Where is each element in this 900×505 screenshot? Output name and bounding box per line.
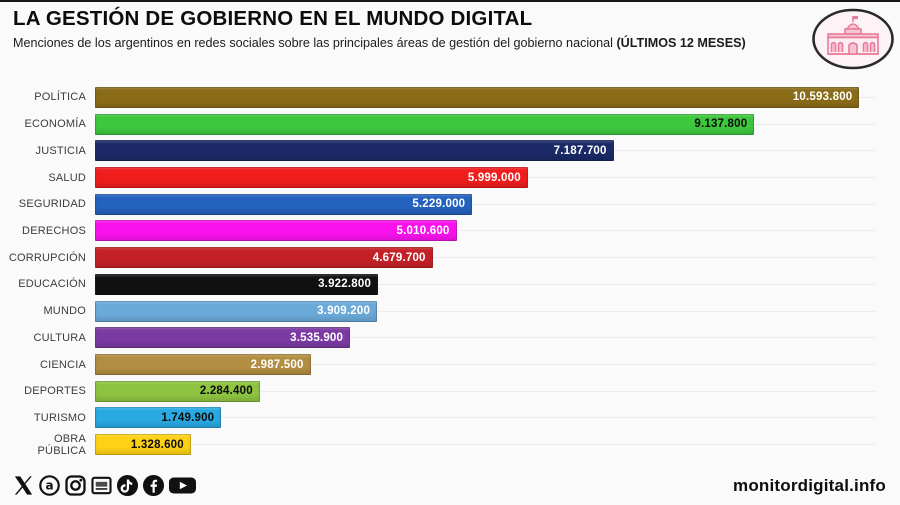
chart-row: CULTURA 3.535.900: [6, 324, 900, 351]
value-label: 3.922.800: [318, 278, 372, 291]
threads-icon[interactable]: a: [38, 474, 61, 497]
chart-row: OBRA PÚBLICA 1.328.600: [6, 431, 900, 458]
value-label: 10.593.800: [792, 91, 853, 104]
bar-econom-a: 9.137.800: [95, 113, 755, 135]
chart-row: POLÍTICA 10.593.800: [6, 84, 900, 111]
bar-chart: POLÍTICA 10.593.800 ECONOMÍA 9.137.800 JUSTI…: [6, 84, 900, 458]
footer: a monitordigital.info: [12, 474, 886, 497]
chart-row: EDUCACIÓN 3.922.800: [6, 271, 900, 298]
chart-row: DEPORTES 2.284.400: [6, 378, 900, 405]
value-label: 1.328.600: [130, 438, 184, 451]
bar-pol-tica: 10.593.800: [95, 86, 860, 108]
x-icon[interactable]: [12, 474, 35, 497]
category-label: MUNDO: [43, 305, 86, 318]
bar-obra-p-blica: 1.328.600: [95, 434, 191, 456]
category-label: CIENCIA: [39, 358, 86, 371]
news-icon[interactable]: [90, 474, 113, 497]
category-label: POLÍTICA: [34, 91, 86, 104]
svg-text:a: a: [45, 479, 53, 493]
facebook-icon[interactable]: [142, 474, 165, 497]
category-label: JUSTICIA: [35, 144, 86, 157]
value-label: 3.909.200: [317, 305, 371, 318]
bar-track: 3.535.900: [95, 327, 875, 349]
bar-track: 3.922.800: [95, 273, 875, 295]
chart-row: SEGURIDAD 5.229.000: [6, 191, 900, 218]
chart-row: DERECHOS 5.010.600: [6, 218, 900, 245]
category-label: OBRA PÚBLICA: [37, 432, 86, 457]
bar-track: 9.137.800: [95, 113, 875, 135]
value-label: 5.999.000: [467, 171, 521, 184]
header: LA GESTIÓN DE GOBIERNO EN EL MUNDO DIGIT…: [13, 7, 790, 50]
value-label: 9.137.800: [694, 118, 748, 131]
bar-track: 1.749.900: [95, 407, 875, 429]
page-title: LA GESTIÓN DE GOBIERNO EN EL MUNDO DIGIT…: [13, 7, 533, 30]
chart-row: MUNDO 3.909.200: [6, 298, 900, 325]
category-label: DERECHOS: [22, 224, 86, 237]
bar-track: 5.999.000: [95, 167, 875, 189]
value-label: 4.679.700: [372, 251, 426, 264]
bar-corrupci-n: 4.679.700: [95, 247, 433, 269]
bar-educaci-n: 3.922.800: [95, 273, 379, 295]
bar-cultura: 3.535.900: [95, 327, 351, 349]
chart-row: SALUD 5.999.000: [6, 164, 900, 191]
bar-ciencia: 2.987.500: [95, 354, 311, 376]
social-icons: a: [12, 474, 197, 497]
website-link[interactable]: monitordigital.info: [733, 475, 886, 495]
category-label: SEGURIDAD: [18, 198, 86, 211]
value-label: 1.749.900: [161, 411, 215, 424]
chart-row: TURISMO 1.749.900: [6, 405, 900, 432]
subtitle-text: Menciones de los argentinos en redes soc…: [13, 35, 617, 50]
chart-row: CIENCIA 2.987.500: [6, 351, 900, 378]
category-label: EDUCACIÓN: [18, 278, 86, 291]
value-label: 2.284.400: [199, 385, 253, 398]
value-label: 3.535.900: [290, 331, 344, 344]
bar-track: 7.187.700: [95, 140, 875, 162]
page-subtitle: Menciones de los argentinos en redes soc…: [13, 36, 790, 50]
category-label: DEPORTES: [24, 385, 86, 398]
bar-track: 5.229.000: [95, 193, 875, 215]
subtitle-period: (ÚLTIMOS 12 MESES): [616, 35, 746, 50]
category-label: CULTURA: [33, 331, 86, 344]
bar-derechos: 5.010.600: [95, 220, 457, 242]
category-label: CORRUPCIÓN: [8, 251, 86, 264]
tiktok-icon[interactable]: [116, 474, 139, 497]
bar-seguridad: 5.229.000: [95, 193, 473, 215]
bar-justicia: 7.187.700: [95, 140, 614, 162]
category-label: ECONOMÍA: [24, 118, 86, 131]
top-border: [0, 0, 900, 2]
casa-rosada-logo: [811, 8, 895, 70]
category-label: TURISMO: [33, 411, 86, 424]
chart-row: ECONOMÍA 9.137.800: [6, 111, 900, 138]
bar-track: 5.010.600: [95, 220, 875, 242]
bar-track: 3.909.200: [95, 300, 875, 322]
chart-row: CORRUPCIÓN 4.679.700: [6, 244, 900, 271]
bar-track: 2.284.400: [95, 380, 875, 402]
bar-mundo: 3.909.200: [95, 300, 378, 322]
bar-track: 1.328.600: [95, 434, 875, 456]
value-label: 2.987.500: [250, 358, 304, 371]
bar-turismo: 1.749.900: [95, 407, 222, 429]
category-label: SALUD: [48, 171, 86, 184]
bar-salud: 5.999.000: [95, 167, 528, 189]
chart-row: JUSTICIA 7.187.700: [6, 137, 900, 164]
bar-deportes: 2.284.400: [95, 380, 260, 402]
value-label: 5.010.600: [396, 224, 450, 237]
youtube-icon[interactable]: [168, 474, 197, 497]
instagram-icon[interactable]: [64, 474, 87, 497]
bar-track: 2.987.500: [95, 354, 875, 376]
bar-track: 10.593.800: [95, 86, 875, 108]
value-label: 7.187.700: [553, 144, 607, 157]
value-label: 5.229.000: [412, 198, 466, 211]
bar-track: 4.679.700: [95, 247, 875, 269]
